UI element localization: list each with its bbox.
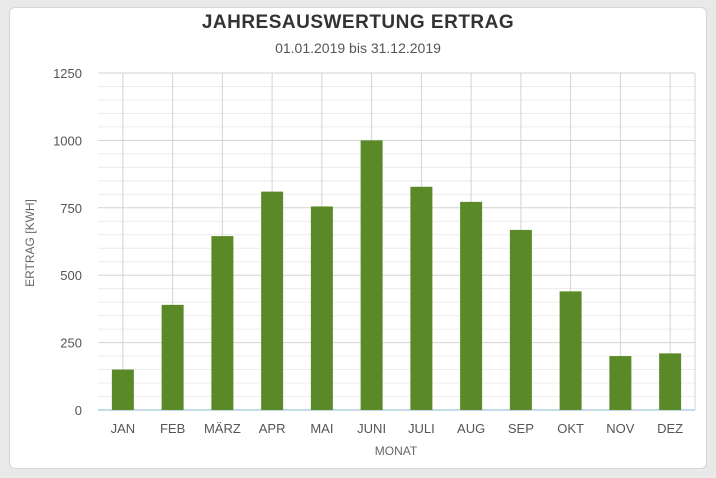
x-axis-title: MONAT: [375, 444, 418, 458]
chart-subtitle: 01.01.2019 bis 31.12.2019: [275, 40, 441, 56]
x-tick-label: SEP: [508, 421, 534, 436]
x-tick-label: AUG: [457, 421, 485, 436]
y-tick-label: 1250: [53, 66, 82, 81]
bar-0: [111, 369, 134, 410]
bar-1: [161, 304, 184, 410]
x-tick-label: JAN: [111, 421, 136, 436]
chart-title: JAHRESAUSWERTUNG ERTRAG: [201, 12, 515, 33]
bar-5: [360, 140, 383, 410]
x-tick-label: NOV: [606, 421, 635, 436]
bar-6: [410, 186, 433, 410]
y-tick-label: 750: [60, 201, 82, 216]
bar-10: [609, 356, 632, 410]
bar-11: [659, 353, 682, 410]
x-tick-label: APR: [259, 421, 286, 436]
bar-2: [211, 236, 234, 410]
grid-lines: [98, 72, 696, 411]
x-tick-label: DEZ: [657, 421, 683, 436]
x-tick-label: MÄRZ: [204, 421, 241, 436]
x-tick-label: FEB: [160, 421, 185, 436]
bar-9: [559, 291, 582, 410]
bars: [111, 140, 682, 410]
y-tick-label: 0: [75, 403, 82, 418]
y-tick-labels: 0 250 500 750 1000 1250: [53, 66, 82, 418]
bar-8: [509, 229, 532, 410]
x-tick-label: OKT: [557, 421, 584, 436]
x-tick-label: JUNI: [357, 421, 386, 436]
x-tick-label: JULI: [408, 421, 435, 436]
y-tick-label: 500: [60, 268, 82, 283]
bar-3: [261, 191, 284, 410]
y-axis-title: ERTRAG [KWH]: [23, 199, 37, 287]
bar-4: [310, 206, 333, 410]
y-tick-label: 250: [60, 336, 82, 351]
y-tick-label: 1000: [53, 133, 82, 148]
x-tick-labels: JAN FEB MÄRZ APR MAI JUNI JULI AUG SEP OKT NOV DEZ: [111, 421, 684, 436]
bar-7: [460, 201, 483, 410]
x-tick-label: MAI: [310, 421, 333, 436]
